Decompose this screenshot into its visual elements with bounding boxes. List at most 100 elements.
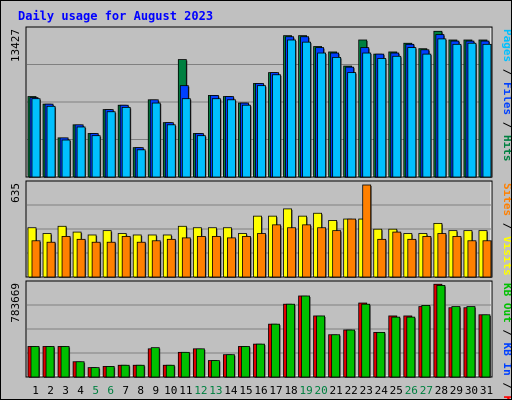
bar-kb-out (75, 361, 85, 378)
bar-kb-out (466, 306, 476, 378)
x-tick-label: 1 (32, 384, 39, 397)
bar-sites (392, 231, 402, 278)
bar-pages (437, 38, 447, 178)
x-tick-label: 3 (62, 384, 69, 397)
legend-entry: Sites (501, 183, 511, 216)
x-tick-label: 5 (92, 384, 99, 397)
bar-kb-out (195, 348, 205, 378)
panel-hits-files-pages: 13427 Pages / Files / Hits (9, 26, 512, 179)
x-tick-label: 20 (315, 384, 328, 397)
bar-pages (196, 135, 206, 178)
x-tick-label: 2 (47, 384, 54, 397)
x-tick-label: 15 (239, 384, 252, 397)
bar-pages (227, 99, 236, 178)
x-tick-label: 14 (224, 384, 238, 397)
bar-sites (151, 240, 161, 278)
legend-separator: / (501, 376, 511, 396)
bar-sites (482, 240, 492, 278)
bar-sites (91, 241, 101, 278)
bar-kb-out (105, 366, 115, 378)
bar-sites (121, 236, 131, 278)
bar-sites (467, 240, 477, 278)
bar-sites (242, 236, 251, 278)
bar-sites (76, 238, 86, 278)
bar-kb-out (301, 295, 310, 378)
x-tick-label: 4 (77, 384, 84, 397)
bar-kb-out (286, 303, 295, 378)
bar-sites (196, 236, 206, 278)
bar-kb-out (421, 304, 431, 378)
x-tick-label: 13 (209, 384, 222, 397)
y-max-label: 635 (9, 183, 22, 203)
bar-pages (317, 52, 327, 178)
legend-separator: / (501, 216, 511, 236)
legend-separator: / (501, 62, 511, 82)
bar-kb-out (481, 314, 491, 378)
x-tick-label: 8 (137, 384, 144, 397)
bar-kb-out (165, 364, 175, 378)
x-tick-label: 7 (122, 384, 129, 397)
y-max-label: 783669 (9, 283, 22, 323)
chart-title: Daily usage for August 2023 (18, 9, 213, 23)
legend-separator: / (501, 323, 511, 343)
x-tick-label: 12 (194, 384, 207, 397)
bar-sites (287, 227, 296, 278)
bar-pages (422, 53, 432, 178)
y-max-label: 13427 (9, 29, 22, 62)
bar-pages (377, 58, 387, 178)
bar-sites (407, 238, 417, 278)
x-tick-label: 9 (152, 384, 159, 397)
legend-separator: / (501, 115, 511, 135)
bar-sites (377, 238, 387, 278)
legend-entry: Hits (501, 135, 511, 162)
bar-pages (392, 55, 402, 178)
x-tick-label: 19 (299, 384, 312, 397)
bar-sites (437, 233, 447, 278)
legend: KB Out / KB In / KB F (501, 283, 511, 399)
bar-sites (452, 236, 462, 278)
bar-kb-out (150, 347, 160, 378)
x-tick-label: 11 (179, 384, 192, 397)
bar-sites (422, 236, 432, 278)
bar-sites (302, 224, 311, 278)
bar-kb-out (316, 315, 326, 378)
bar-kb-out (376, 331, 386, 378)
bar-pages (332, 56, 342, 178)
bar-kb-out (391, 316, 401, 378)
bar-pages (121, 107, 131, 178)
legend-entry: KB F (501, 396, 511, 399)
bar-pages (407, 47, 417, 178)
bar-pages (181, 98, 191, 178)
panel-kbf-kbin-kbout: 783669 KB Out / KB In / KB F (9, 280, 512, 404)
bar-sites (61, 236, 71, 278)
bar-pages (272, 74, 281, 178)
x-tick-label: 25 (390, 384, 403, 397)
bar-kb-out (331, 334, 341, 378)
bar-kb-out (451, 306, 461, 378)
legend-entry: KB Out (501, 283, 511, 323)
bar-pages (166, 124, 176, 178)
panel-visits-sites: 635 Sites / Visits (9, 180, 512, 278)
bar-kb-out (361, 303, 371, 378)
bar-sites (46, 241, 56, 278)
bar-kb-out (406, 316, 416, 378)
x-tick-label: 29 (450, 384, 463, 397)
legend: Pages / Files / Hits (501, 29, 511, 162)
bar-pages (467, 42, 477, 178)
bar-pages (482, 43, 492, 178)
bar-sites (166, 238, 176, 278)
x-tick-label: 24 (375, 384, 389, 397)
bar-pages (91, 135, 101, 178)
bar-pages (76, 126, 86, 178)
bar-pages (452, 43, 462, 178)
bar-pages (362, 52, 372, 178)
bar-kb-out (436, 285, 446, 378)
bar-pages (151, 102, 161, 178)
legend-entry: Visits (501, 236, 511, 276)
x-tick-label: 21 (330, 384, 343, 397)
bar-sites (227, 237, 236, 278)
bar-kb-out (210, 360, 220, 378)
legend-entry: KB In (501, 343, 511, 376)
x-tick-label: 28 (435, 384, 448, 397)
